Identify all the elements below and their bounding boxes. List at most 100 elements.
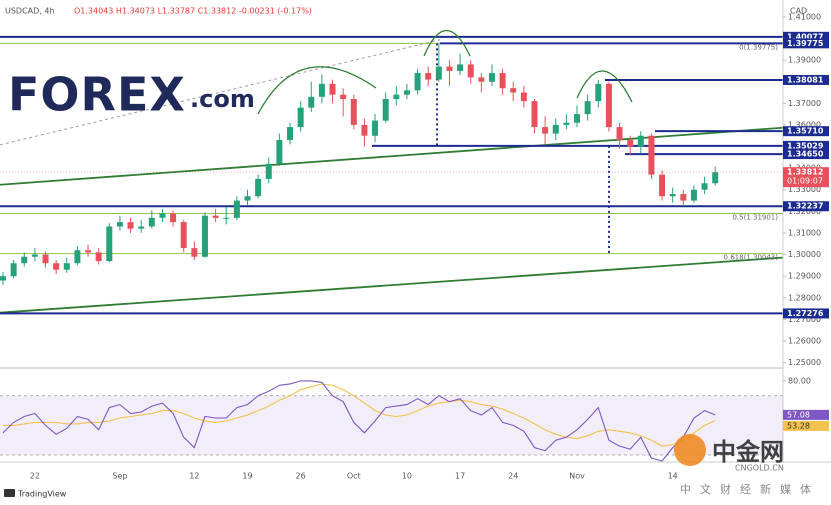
fib-label: 0(1.39775) <box>739 43 778 51</box>
y-tick-label: 1.32000 <box>788 207 821 216</box>
candle-body <box>563 122 570 125</box>
candle-body <box>446 66 453 71</box>
candle-body <box>95 252 102 262</box>
candle-body <box>350 98 357 125</box>
fib-label: 0.618(1.30043) <box>724 254 779 262</box>
x-tick-label: 14 <box>668 472 678 481</box>
candle-body <box>223 217 230 219</box>
candle-body <box>403 90 410 95</box>
head-arc <box>423 29 471 57</box>
y-tick-label: 1.41000 <box>788 12 821 21</box>
value-label: 57.08 <box>787 410 810 419</box>
footer-brand: TradingView <box>17 490 67 499</box>
y-tick-label: 1.33000 <box>788 185 821 194</box>
candle-body <box>425 73 432 80</box>
footer-icon <box>4 489 15 497</box>
logo-brand: FOREX <box>8 68 186 122</box>
candle-body <box>53 263 60 270</box>
fib-label: 0.5(1.31901) <box>732 213 778 221</box>
candle-body <box>648 135 655 175</box>
value-label-box <box>783 409 829 420</box>
level-label: 1.27276 <box>787 309 824 318</box>
x-tick-label: 12 <box>189 472 199 481</box>
candle-body <box>318 83 325 97</box>
candle-body <box>233 200 240 218</box>
rsi-band <box>0 395 783 456</box>
logo-suffix: .com <box>190 85 255 113</box>
candle-body <box>574 114 581 123</box>
candle-body <box>712 172 719 184</box>
level-label: 1.40077 <box>787 32 823 41</box>
candle-body <box>329 83 336 95</box>
y-tick-label: 80.00 <box>788 376 811 385</box>
candle-body <box>180 222 187 249</box>
candle-body <box>659 174 666 197</box>
candle-body <box>542 127 549 134</box>
level-label: 1.35710 <box>787 127 824 136</box>
y-tick-label: 1.37000 <box>788 99 821 108</box>
level-label-box <box>783 31 829 42</box>
level-label: 1.32237 <box>787 202 823 211</box>
countdown-label: 01:09:07 <box>787 177 823 186</box>
candle-body <box>552 124 559 134</box>
x-tick-label: Sep <box>112 472 127 481</box>
x-tick-label: Nov <box>569 472 585 481</box>
watermark-icon <box>674 434 706 466</box>
candle-body <box>297 107 304 128</box>
candle-body <box>201 215 208 257</box>
candle-body <box>10 263 17 277</box>
rsi-line <box>2 380 716 462</box>
x-tick-label: 22 <box>30 472 40 481</box>
candle-body <box>584 101 591 115</box>
x-tick-label: 26 <box>296 472 306 481</box>
candle-body <box>85 250 92 253</box>
y-tick-label: 1.28000 <box>788 293 821 302</box>
candle-body <box>382 98 389 121</box>
x-tick-label: 17 <box>455 472 465 481</box>
value-label-box <box>783 420 829 431</box>
candle-body <box>287 127 294 141</box>
currency-label: CAD <box>790 7 807 16</box>
candle-body <box>690 189 697 201</box>
candle-body <box>680 194 687 201</box>
candle-body <box>372 120 379 136</box>
candle-body <box>616 127 623 141</box>
candle-body <box>21 256 28 264</box>
y-tick-label: 1.27000 <box>788 315 821 324</box>
watermark-domain: CNGOLD.CN <box>735 464 784 473</box>
level-label-box <box>783 149 829 160</box>
y-tick-label: 1.31000 <box>788 228 821 237</box>
trendline <box>0 256 784 314</box>
candle-body <box>340 94 347 99</box>
candle-body <box>637 135 644 147</box>
candle-body <box>627 140 634 147</box>
candle-body <box>255 178 262 197</box>
candle-body <box>116 222 123 227</box>
level-label: 1.35029 <box>787 141 824 150</box>
candle-body <box>488 73 495 82</box>
watermark-tagline: 中文财经新媒体 <box>680 482 820 496</box>
candle-body <box>595 83 602 102</box>
candle-body <box>499 73 506 89</box>
candle-body <box>510 88 517 93</box>
candle-body <box>467 64 474 78</box>
level-label: 1.38081 <box>787 75 824 84</box>
candle-body <box>435 66 442 80</box>
symbol-title: USDCAD, 4h <box>5 7 55 16</box>
candle-body <box>159 213 166 218</box>
candle-body <box>74 250 81 264</box>
x-tick-label: Oct <box>347 472 361 481</box>
candle-body <box>531 101 538 128</box>
candle-body <box>244 196 251 201</box>
level-label: 1.34650 <box>787 150 824 159</box>
candle-body <box>669 194 676 197</box>
candle-body <box>276 140 283 164</box>
rsi-ma-line <box>3 383 716 447</box>
y-tick-label: 1.26000 <box>788 336 821 345</box>
left-shoulder-arc <box>257 66 377 115</box>
level-label-box <box>783 140 829 151</box>
candle-body <box>393 94 400 99</box>
candle-body <box>361 124 368 136</box>
x-tick-label: 10 <box>402 472 412 481</box>
